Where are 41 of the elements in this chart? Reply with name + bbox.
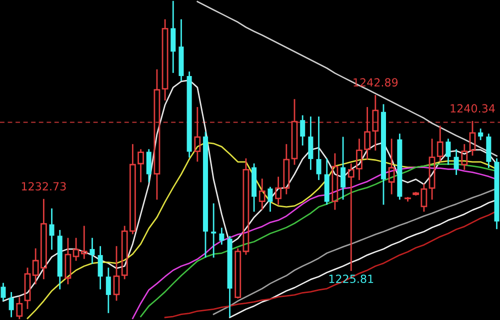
candlestick (170, 0, 176, 73)
candlestick (316, 116, 322, 180)
candlestick (494, 158, 500, 230)
candlestick (478, 128, 484, 140)
candlestick (49, 208, 54, 250)
candlestick (308, 116, 314, 170)
candlestick (300, 115, 306, 146)
candlestick (242, 158, 250, 255)
annotation: 1242.89 (354, 78, 398, 87)
candlestick (106, 268, 111, 314)
candlestick (146, 149, 152, 182)
candlestick (227, 236, 232, 318)
candlestick (90, 238, 95, 264)
candlestick (57, 230, 62, 290)
candlestick (154, 69, 160, 200)
candlestick (0, 282, 6, 301)
candlestick (258, 178, 266, 210)
candlestick (186, 72, 192, 158)
candlestick (16, 297, 23, 320)
candlestick (178, 19, 184, 81)
annotation: 1240.34 (450, 104, 495, 113)
candlestick (404, 198, 411, 202)
candlestick (486, 134, 492, 168)
candlestick (340, 136, 346, 200)
candlestick (98, 246, 103, 290)
candlestick (454, 149, 459, 175)
candlestick (436, 126, 444, 162)
candlestick (428, 138, 436, 200)
candlestick (234, 248, 242, 298)
candlestick (461, 144, 468, 170)
candlestick (268, 186, 273, 212)
candlestick (8, 292, 14, 318)
candlestick (446, 138, 451, 165)
candlestick (324, 158, 330, 205)
candlestick (372, 94, 379, 151)
candlestick (219, 228, 224, 245)
candlestick (194, 107, 201, 162)
candlestick (388, 138, 395, 194)
annotation: 1232.73 (22, 182, 66, 191)
candlestick (397, 134, 402, 200)
candlestick (211, 203, 216, 258)
